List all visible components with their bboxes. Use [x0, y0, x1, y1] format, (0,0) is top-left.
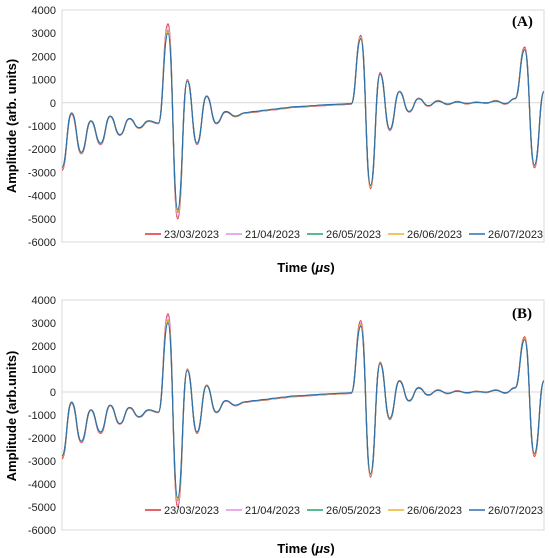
series-line-b-0 — [61, 313, 545, 508]
y-tick-label: -4000 — [28, 191, 56, 203]
series-line-a-1 — [61, 25, 545, 218]
chart-panel-a: 4000 3000 2000 1000 0 -1000 -2000 -3000 -4000 -50… — [0, 0, 550, 278]
y-tick-label: -4000 — [28, 479, 56, 491]
series-line-a-2 — [61, 30, 545, 213]
legend-label: 21/04/2023 — [245, 505, 300, 517]
x-axis-label-a: Time (μs) — [277, 260, 334, 275]
y-tick-label: 1000 — [32, 75, 56, 87]
series-line-b-3 — [61, 318, 545, 502]
y-tick-label: -2000 — [28, 433, 56, 445]
legend-label: 26/06/2023 — [407, 229, 462, 241]
y-tick-label: -1000 — [28, 410, 56, 422]
y-tick-label: 2000 — [32, 51, 56, 63]
x-axis-label-unit-a: μs — [314, 260, 330, 275]
legend-label: 23/03/2023 — [164, 505, 219, 517]
legend-label: 23/03/2023 — [164, 229, 219, 241]
x-axis-label-close-a: ) — [330, 260, 334, 275]
x-axis-label-b: Time (μs) — [277, 541, 334, 556]
y-tick-label: -3000 — [28, 456, 56, 468]
y-tick-label: 3000 — [32, 28, 56, 40]
legend-label: 21/04/2023 — [245, 229, 300, 241]
legend-label: 26/06/2023 — [407, 505, 462, 517]
y-tick-label: 4000 — [32, 5, 56, 17]
chart-svg-a: 4000 3000 2000 1000 0 -1000 -2000 -3000 -4000 -50… — [4, 5, 545, 275]
plot-frame-a — [61, 9, 545, 243]
legend-label: 26/05/2023 — [326, 505, 381, 517]
series-line-b-1 — [61, 315, 545, 506]
y-tick-label: 0 — [50, 387, 56, 399]
y-tick-label: 1000 — [32, 364, 56, 376]
y-tick-label: -6000 — [28, 237, 56, 249]
series-group-b — [61, 313, 545, 508]
y-tick-label: 2000 — [32, 341, 56, 353]
y-tick-label: -2000 — [28, 144, 56, 156]
x-axis-label-close-b: ) — [330, 541, 334, 556]
y-tick-label: 4000 — [32, 295, 56, 307]
y-ticks-a: 4000 3000 2000 1000 0 -1000 -2000 -3000 -4000 -50… — [28, 5, 56, 249]
y-tick-label: -3000 — [28, 167, 56, 179]
series-line-b-2 — [61, 320, 545, 501]
series-line-b-4 — [61, 322, 545, 499]
legend-b: 23/03/2023 21/04/2023 26/05/2023 26/06/2023… — [145, 505, 543, 517]
series-line-a-4 — [61, 32, 545, 211]
y-axis-label-a: Amplitude (arb. units) — [4, 59, 19, 193]
series-line-a-0 — [61, 23, 545, 220]
chart-panel-b: 4000 3000 2000 1000 0 -1000 -2000 -3000 -4000 -50… — [0, 290, 550, 558]
y-tick-label: 3000 — [32, 318, 56, 330]
legend-label: 26/05/2023 — [326, 229, 381, 241]
y-tick-label: -6000 — [28, 525, 56, 537]
plot-frame-b — [61, 299, 545, 531]
series-line-a-3 — [61, 29, 545, 214]
series-group-a — [61, 23, 545, 220]
x-axis-label-unit-b: μs — [314, 541, 330, 556]
y-ticks-b: 4000 3000 2000 1000 0 -1000 -2000 -3000 -4000 -50… — [28, 295, 56, 537]
legend-label: 26/07/2023 — [488, 229, 543, 241]
panel-label-a: (A) — [512, 14, 533, 30]
y-tick-label: 0 — [50, 98, 56, 110]
legend-a: 23/03/2023 21/04/2023 26/05/2023 26/06/2023… — [145, 229, 543, 241]
x-axis-label-main-b: Time ( — [277, 541, 316, 556]
y-tick-label: -1000 — [28, 121, 56, 133]
legend-label: 26/07/2023 — [488, 505, 543, 517]
chart-svg-b: 4000 3000 2000 1000 0 -1000 -2000 -3000 -4000 -50… — [4, 295, 545, 556]
y-tick-label: -5000 — [28, 502, 56, 514]
panel-label-b: (B) — [512, 306, 532, 322]
y-axis-label-b: Amplitude (arb.units) — [4, 351, 19, 482]
y-tick-label: -5000 — [28, 214, 56, 226]
x-axis-label-main-a: Time ( — [277, 260, 316, 275]
